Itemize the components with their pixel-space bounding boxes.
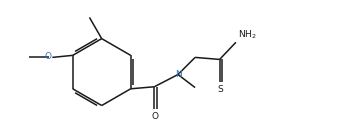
Text: N: N — [175, 70, 182, 79]
Text: O: O — [45, 52, 51, 61]
Text: O: O — [151, 112, 158, 121]
Text: NH$_2$: NH$_2$ — [238, 28, 257, 41]
Text: S: S — [217, 85, 223, 94]
